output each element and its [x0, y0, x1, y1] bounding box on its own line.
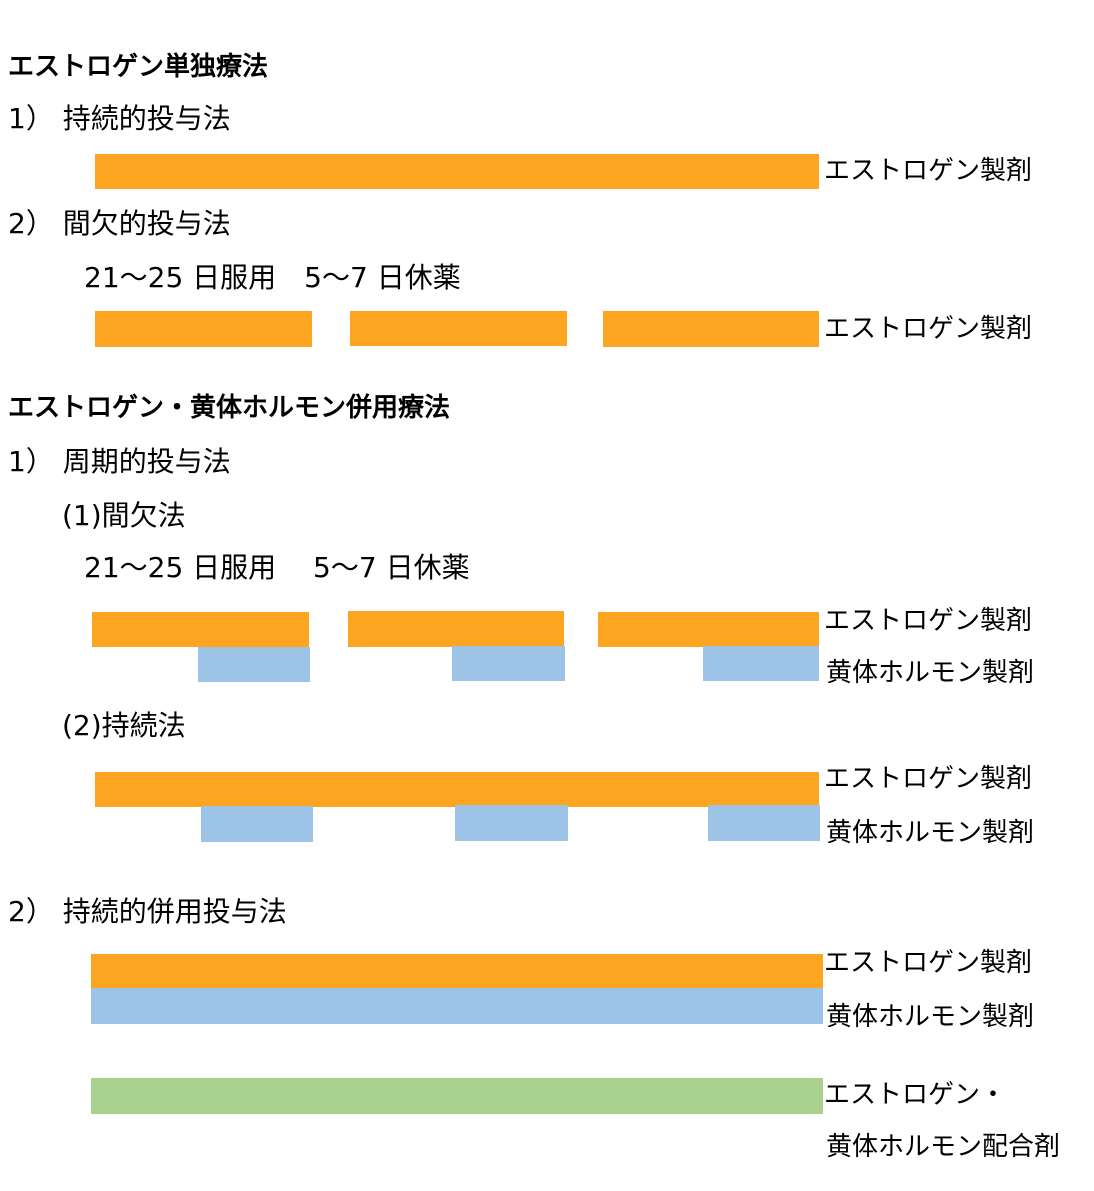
continuous-method-heading: 1） 持続的投与法	[8, 102, 231, 135]
progestin-bar-cycle-2	[452, 646, 565, 681]
estrogen-bar-cycle-1	[95, 311, 312, 347]
cyclic-method-heading: 1） 周期的投与法	[8, 445, 231, 478]
legend-combined-line2: 黄体ホルモン配合剤	[826, 1132, 1061, 1162]
estrogen-bar-continuous	[91, 954, 823, 988]
estrogen-bar-continuous	[95, 154, 819, 189]
intermittent-subheading: (1)間欠法	[62, 499, 186, 532]
progestin-bar-cycle-1	[198, 647, 310, 682]
estrogen-bar-cycle-2	[350, 311, 567, 346]
intermittent-method-heading: 2） 間欠的投与法	[8, 207, 231, 240]
legend-estrogen: エストロゲン製剤	[824, 156, 1033, 186]
estrogen-bar-cycle-1	[92, 612, 309, 647]
progestin-bar-cycle-3	[708, 805, 820, 841]
legend-estrogen: エストロゲン製剤	[824, 764, 1033, 794]
estrogen-bar-continuous	[95, 772, 819, 807]
estrogen-bar-cycle-2	[348, 611, 564, 647]
schedule-text: 21～25 日服用 5～7 日休薬	[84, 261, 461, 294]
legend-combined-line1: エストロゲン・	[824, 1080, 1007, 1110]
section-title-combined-therapy: エストロゲン・黄体ホルモン併用療法	[8, 393, 451, 423]
continuous-combined-heading: 2） 持続的併用投与法	[8, 895, 287, 928]
schedule-text: 21～25 日服用 5～7 日休薬	[84, 551, 470, 584]
legend-progestin: 黄体ホルモン製剤	[826, 658, 1035, 688]
legend-estrogen: エストロゲン製剤	[824, 314, 1033, 344]
legend-estrogen: エストロゲン製剤	[824, 948, 1033, 978]
legend-progestin: 黄体ホルモン製剤	[826, 1002, 1035, 1032]
estrogen-bar-cycle-3	[603, 311, 819, 347]
progestin-bar-cycle-2	[455, 805, 568, 841]
estrogen-bar-cycle-3	[598, 612, 819, 647]
section-title-estrogen-only: エストロゲン単独療法	[8, 52, 269, 82]
continuous-subheading: (2)持続法	[62, 709, 186, 742]
progestin-bar-cycle-3	[703, 646, 819, 681]
legend-estrogen: エストロゲン製剤	[824, 606, 1033, 636]
progestin-bar-continuous	[91, 988, 823, 1024]
combined-pill-bar	[91, 1078, 823, 1114]
legend-progestin: 黄体ホルモン製剤	[826, 818, 1035, 848]
progestin-bar-cycle-1	[201, 806, 313, 842]
